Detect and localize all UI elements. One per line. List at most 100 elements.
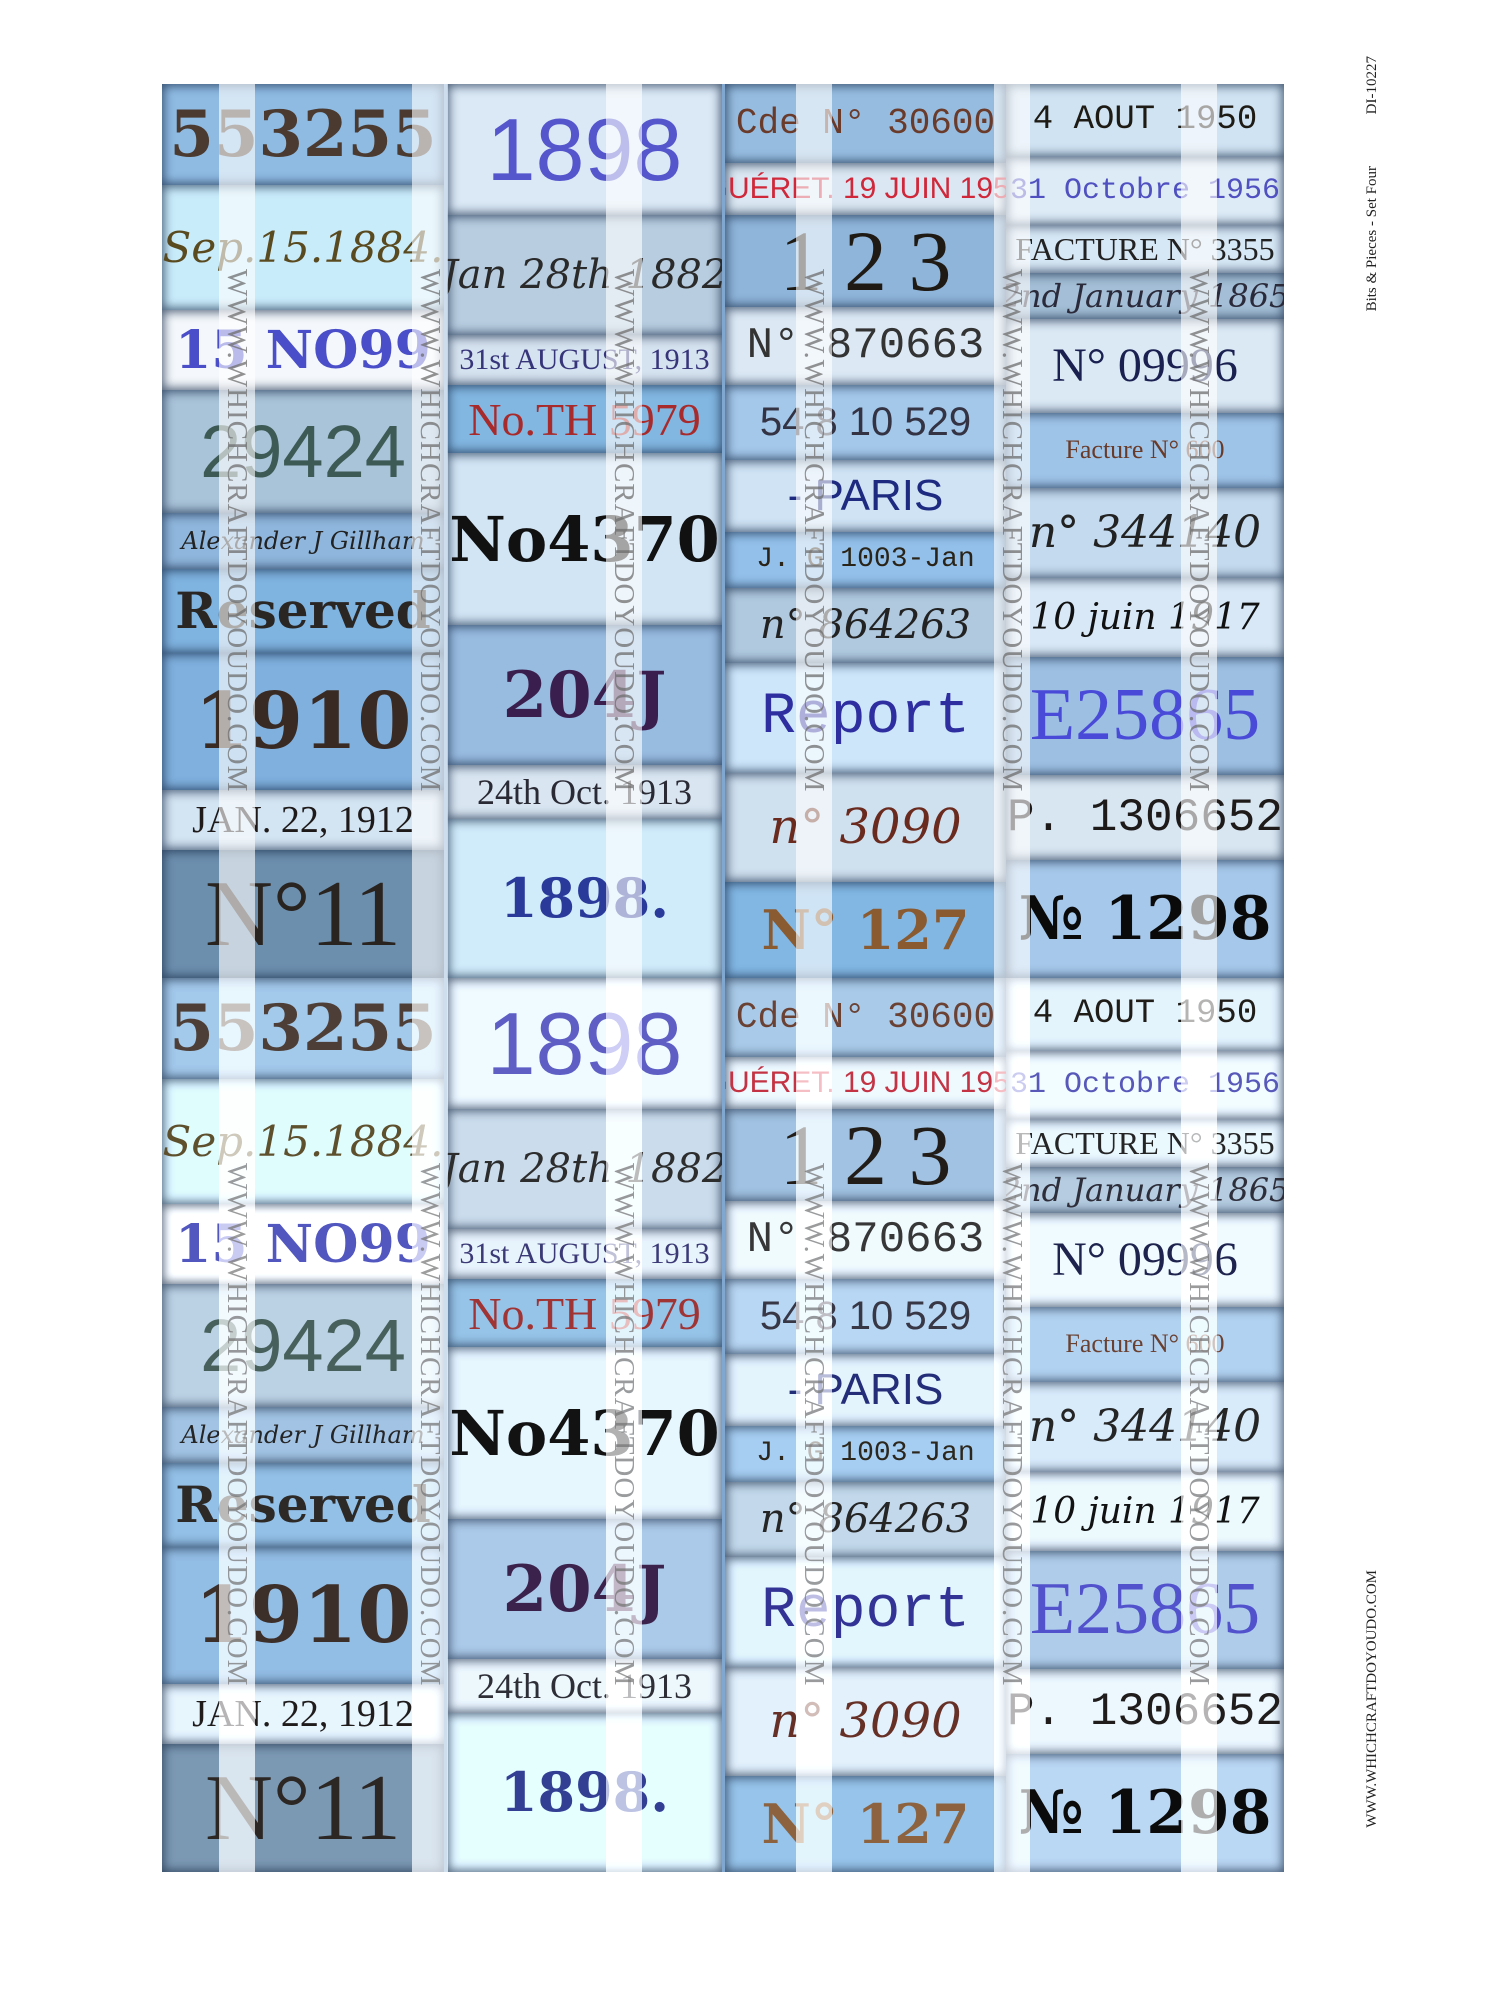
ticket-number-tile: 31 Octobre 1956 [1006,1050,1284,1120]
watermark-strip: WWW.WHICHCRAFTDOYOUDO.COM [219,978,255,1872]
ticket-number-tile: Report [725,662,1006,773]
ticket-number-tile: Alexander J Gillham [162,512,444,569]
ticket-number-tile: 31st AUGUST, 1913 [447,1229,722,1280]
ticket-number-tile: E25865 [1006,656,1284,776]
ticket-number-tile: Facture N° 600 [1006,412,1284,488]
ticket-number-tile: Reserved [162,569,444,653]
watermark-strip: WWW.WHICHCRAFTDOYOUDO.COM [606,978,642,1872]
ticket-number-tile: N° 09996 [1006,319,1284,413]
ticket-number-tile: n° 864263 [725,1481,1006,1557]
ticket-number-tile: P. 1306652 [1006,775,1284,861]
ticket-number-tile: 1898. [447,1713,722,1872]
watermark-strip: WWW.WHICHCRAFTDOYOUDO.COM [796,978,832,1872]
ticket-number-tile: 553255 [162,978,444,1080]
ticket-number-tile: 31 Octobre 1956 [1006,156,1284,226]
ticket-number-tile: P. 1306652 [1006,1669,1284,1755]
watermark-strip: WWW.WHICHCRAFTDOYOUDO.COM [1181,978,1217,1872]
ticket-number-tile: N°11 [162,850,444,978]
ticket-number-tile: Sep.15.1884. [162,1079,444,1205]
watermark-strip: WWW.WHICHCRAFTDOYOUDO.COM [796,84,832,978]
ticket-number-tile: Facture N° 600 [1006,1306,1284,1382]
ticket-number-tile: Alexander J Gillham [162,1406,444,1463]
ticket-number-tile: N° 127 [725,881,1006,978]
ticket-number-tile: J. G 1003-Jan [725,531,1006,588]
ticket-number-tile: n° 3090 [725,1666,1006,1776]
ticket-number-tile: n° 864263 [725,587,1006,663]
ticket-number-tile: 1 2 3 [725,1109,1006,1201]
ticket-column: Cde N° 30600GUÉRET. 19 JUIN 19541 2 3N° … [725,84,1006,978]
ticket-number-tile: - PARIS [725,460,1006,532]
ticket-number-tile: n° 344140 [1006,487,1284,578]
collage-sheet: 553255 Sep.15.1884. 15 NO99 29424 Alexander … [162,84,1284,1872]
watermark-strip: WWW.WHICHCRAFTDOYOUDO.COM [606,84,642,978]
ticket-number-tile: No.TH 5979 [447,1279,722,1347]
ticket-number-tile: 2nd January 1865 [1006,272,1284,319]
ticket-number-tile: Report [725,1556,1006,1667]
ticket-number-tile: 31st AUGUST, 1913 [447,335,722,386]
watermark-strip: WWW.WHICHCRAFTDOYOUDO.COM [994,84,1030,978]
ticket-number-tile: 553255 [162,84,444,186]
ticket-number-tile: No4370 [447,1346,722,1520]
ticket-column: 553255 Sep.15.1884. 15 NO99 29424 Alexander … [162,84,444,978]
sheet-title: Bits & Pieces - Set Four [1364,166,1380,312]
ticket-number-tile: - PARIS [725,1354,1006,1426]
ticket-column: 4 AOUT 1950 31 Octobre 1956 FACTURE N° 335… [1006,84,1284,978]
ticket-number-tile: J. G 1003-Jan [725,1425,1006,1482]
ticket-number-tile: N°11 [162,1744,444,1872]
watermark-strip: WWW.WHICHCRAFTDOYOUDO.COM [412,978,448,1872]
ticket-column: 4 AOUT 1950 31 Octobre 1956 FACTURE N° 335… [1006,978,1284,1872]
ticket-number-tile: 4 AOUT 1950 [1006,84,1284,157]
ticket-number-tile: Reserved [162,1463,444,1547]
product-code: DI-10227 [1364,56,1380,115]
website-label: WWW.WHICHCRAFTDOYOUDO.COM [1364,1570,1380,1828]
sheet-half-bottom: 553255 Sep.15.1884. 15 NO99 29424 Alexander … [162,978,1284,1872]
ticket-number-tile: n° 344140 [1006,1381,1284,1472]
ticket-number-tile: 1910 [162,1546,444,1685]
ticket-number-tile: 29424 [162,1284,444,1407]
ticket-number-tile: No4370 [447,452,722,626]
ticket-number-tile: 1910 [162,652,444,791]
ticket-number-tile: 4 AOUT 1950 [1006,978,1284,1051]
ticket-number-tile: Jan 28th 1882 [447,1109,722,1230]
watermark-strip: WWW.WHICHCRAFTDOYOUDO.COM [412,84,448,978]
ticket-number-tile: 1 2 3 [725,215,1006,307]
ticket-number-tile: № 1298 [1006,860,1284,978]
ticket-column: 553255 Sep.15.1884. 15 NO99 29424 Alexander … [162,978,444,1872]
ticket-number-tile: GUÉRET. 19 JUIN 1954 [725,162,1006,216]
ticket-number-tile: n° 3090 [725,772,1006,882]
ticket-number-tile: 10 juin 1917 [1006,1471,1284,1551]
ticket-number-tile: 54 8 10 529 [725,1279,1006,1355]
ticket-column: Cde N° 30600GUÉRET. 19 JUIN 19541 2 3N° … [725,978,1006,1872]
ticket-number-tile: JAN. 22, 1912 [162,1684,444,1745]
ticket-number-tile: 24th Oct. 1913 [447,765,722,819]
ticket-number-tile: N° 09996 [1006,1213,1284,1307]
ticket-number-tile: 204J [447,625,722,766]
ticket-number-tile: JAN. 22, 1912 [162,790,444,851]
sheet-half-top: 553255 Sep.15.1884. 15 NO99 29424 Alexander … [162,84,1284,978]
ticket-number-tile: 2nd January 1865 [1006,1166,1284,1213]
ticket-number-tile: 54 8 10 529 [725,385,1006,461]
ticket-number-tile: FACTURE N° 3355 [1006,1119,1284,1167]
ticket-number-tile: 15 NO99 [162,310,444,391]
ticket-number-tile: 204J [447,1519,722,1660]
ticket-number-tile: 1898. [447,819,722,978]
watermark-strip: WWW.WHICHCRAFTDOYOUDO.COM [994,978,1030,1872]
watermark-strip: WWW.WHICHCRAFTDOYOUDO.COM [1181,84,1217,978]
ticket-number-tile: 1898 [447,978,722,1110]
ticket-number-tile: No.TH 5979 [447,385,722,453]
ticket-number-tile: Cde N° 30600 [725,978,1006,1057]
ticket-column: 1898 Jan 28th 1882 31st AUGUST, 1913 No.TH … [447,978,722,1872]
ticket-number-tile: 15 NO99 [162,1204,444,1285]
ticket-number-tile: Sep.15.1884. [162,185,444,311]
ticket-column: 1898 Jan 28th 1882 31st AUGUST, 1913 No.TH … [447,84,722,978]
ticket-number-tile: N° 870663 [725,1200,1006,1280]
watermark-strip: WWW.WHICHCRAFTDOYOUDO.COM [219,84,255,978]
ticket-number-tile: FACTURE N° 3355 [1006,225,1284,273]
ticket-number-tile: № 1298 [1006,1754,1284,1872]
ticket-number-tile: 24th Oct. 1913 [447,1659,722,1713]
ticket-number-tile: E25865 [1006,1550,1284,1670]
ticket-number-tile: Jan 28th 1882 [447,215,722,336]
ticket-number-tile: 29424 [162,390,444,513]
ticket-number-tile: N° 127 [725,1775,1006,1872]
ticket-number-tile: 1898 [447,84,722,216]
